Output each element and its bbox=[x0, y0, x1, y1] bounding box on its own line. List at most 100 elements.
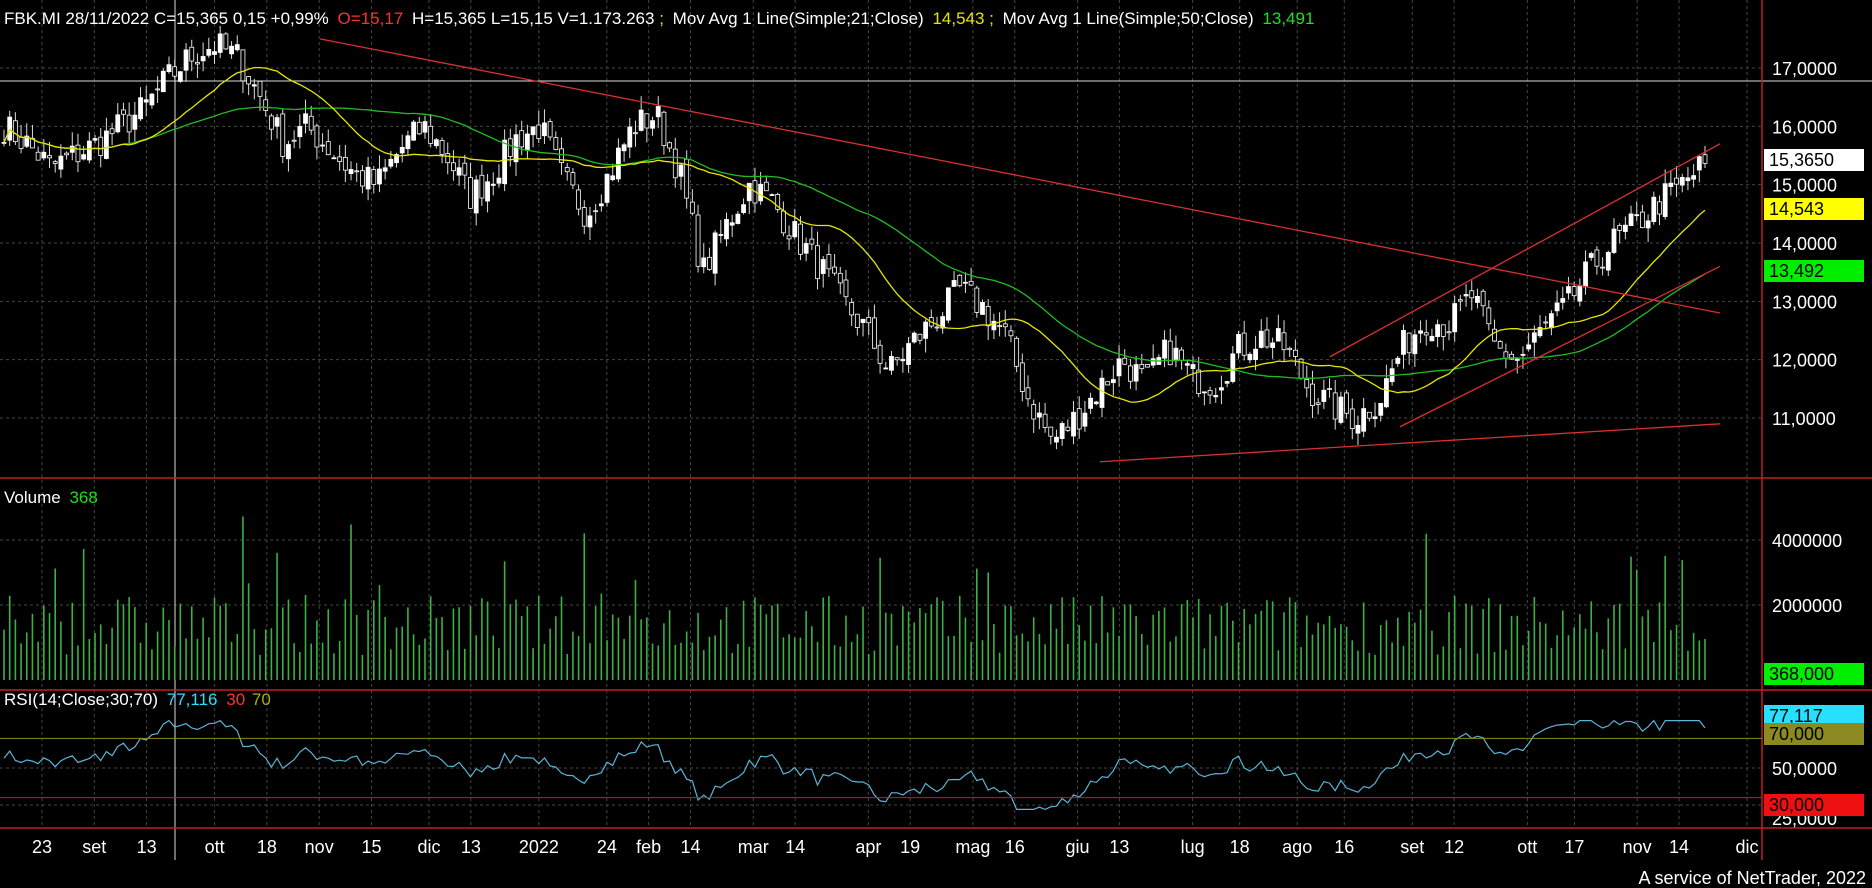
candle-body bbox=[1031, 404, 1037, 420]
candle-body bbox=[1611, 228, 1617, 253]
candle-body bbox=[701, 257, 707, 268]
candle-body bbox=[320, 144, 325, 147]
x-tick-label: mar bbox=[738, 837, 769, 857]
candle-body bbox=[468, 177, 473, 209]
x-tick-label: giu bbox=[1066, 837, 1090, 857]
candle-body bbox=[132, 114, 138, 130]
rsi-header-low: 30 bbox=[226, 690, 245, 709]
price-panel bbox=[1, 25, 1721, 463]
volume-tick-label: 4000000 bbox=[1772, 531, 1842, 551]
candle-body bbox=[1036, 412, 1042, 418]
candle-body bbox=[1128, 365, 1133, 382]
candle-body bbox=[1355, 425, 1361, 434]
candle-body bbox=[570, 172, 576, 186]
volume-header-value: 368 bbox=[69, 488, 97, 507]
candle-body bbox=[718, 234, 724, 236]
candle-body bbox=[655, 106, 661, 118]
volume-tick-label: 2000000 bbox=[1772, 596, 1842, 616]
candle-body bbox=[1321, 389, 1327, 402]
candle-body bbox=[1554, 302, 1560, 312]
candle-body bbox=[348, 169, 354, 174]
rsi-header-value: 77,116 bbox=[167, 690, 218, 709]
candle-body bbox=[650, 120, 655, 129]
candle-body bbox=[7, 116, 13, 141]
candle-body bbox=[644, 113, 650, 129]
candle-body bbox=[1571, 286, 1577, 297]
candle-body bbox=[854, 313, 860, 328]
candle-body bbox=[1372, 416, 1378, 420]
candle-body bbox=[1617, 224, 1623, 231]
x-tick-label: 14 bbox=[1669, 837, 1689, 857]
candle-body bbox=[58, 155, 64, 170]
candle-body bbox=[1196, 369, 1202, 395]
candle-body bbox=[75, 144, 81, 163]
candle-body bbox=[1463, 294, 1469, 297]
candle-body bbox=[985, 306, 991, 327]
candle-body bbox=[1076, 408, 1082, 430]
candle-body bbox=[1133, 364, 1139, 382]
candle-body bbox=[553, 137, 559, 151]
candle-body bbox=[1025, 387, 1031, 400]
candle-body bbox=[729, 222, 735, 226]
candle-body bbox=[900, 358, 906, 362]
candle-body bbox=[1685, 177, 1691, 182]
candle-body bbox=[1548, 313, 1554, 329]
candle-body bbox=[172, 66, 178, 77]
price-tick-label: 13,0000 bbox=[1772, 292, 1837, 312]
candle-body bbox=[69, 145, 75, 153]
candle-body bbox=[1054, 436, 1059, 443]
x-tick-label: 13 bbox=[461, 837, 481, 857]
candle-body bbox=[206, 49, 212, 56]
candle-body bbox=[189, 46, 195, 62]
candle-body bbox=[1537, 327, 1543, 337]
candle-body bbox=[519, 130, 525, 148]
candle-body bbox=[524, 133, 530, 151]
ma50-line bbox=[3, 106, 1706, 379]
candle-body bbox=[627, 126, 633, 148]
candle-body bbox=[1281, 332, 1287, 351]
candle-body bbox=[542, 122, 547, 137]
candle-body bbox=[1645, 220, 1651, 229]
candle-body bbox=[798, 223, 803, 255]
candle-body bbox=[1139, 364, 1145, 370]
x-tick-label: 17 bbox=[1564, 837, 1584, 857]
volume-header: Volume 368 bbox=[4, 488, 98, 507]
candle-body bbox=[564, 167, 570, 173]
candle-body bbox=[1429, 335, 1435, 342]
footer-credit: A service of NetTrader, 2022 bbox=[1639, 868, 1866, 888]
candle-body bbox=[1224, 381, 1230, 384]
candle-body bbox=[997, 325, 1002, 328]
candle-body bbox=[297, 125, 303, 138]
candle-body bbox=[1071, 411, 1076, 437]
candle-body bbox=[1008, 330, 1014, 337]
candle-body bbox=[1526, 344, 1532, 350]
rsi-last-badge: 77,117 bbox=[1769, 706, 1823, 726]
candle-body bbox=[217, 33, 223, 53]
candle-body bbox=[758, 183, 764, 202]
candle-body bbox=[1048, 426, 1054, 437]
x-axis: 23 set 13 ott 18 nov 15 dic 13 2022 24 feb 14 mar 14 ap… bbox=[32, 837, 1759, 857]
candle-body bbox=[633, 132, 638, 135]
candle-body bbox=[1292, 349, 1298, 357]
candle-body bbox=[1702, 154, 1708, 164]
rsi-header-label: RSI(14;Close;30;70) bbox=[4, 690, 158, 709]
candle-body bbox=[371, 169, 377, 185]
candle-body bbox=[1150, 358, 1156, 366]
candle-body bbox=[212, 51, 217, 55]
candle-body bbox=[1492, 328, 1497, 342]
candle-body bbox=[12, 120, 18, 143]
candle-body bbox=[1258, 330, 1264, 348]
candle-body bbox=[433, 139, 439, 147]
rsi-header: RSI(14;Close;30;70) 77,116 30 70 bbox=[4, 690, 271, 709]
candle-body bbox=[331, 157, 337, 160]
candle-body bbox=[195, 61, 200, 65]
candle-body bbox=[1093, 401, 1099, 405]
x-tick-label: apr bbox=[855, 837, 881, 857]
candle-body bbox=[405, 135, 411, 150]
candle-body bbox=[473, 179, 479, 214]
candle-body bbox=[126, 114, 132, 133]
price-tick-label: 16,0000 bbox=[1772, 117, 1837, 137]
candle-body bbox=[780, 210, 786, 234]
x-tick-label: 24 bbox=[597, 837, 617, 857]
x-tick-label: 13 bbox=[137, 837, 157, 857]
